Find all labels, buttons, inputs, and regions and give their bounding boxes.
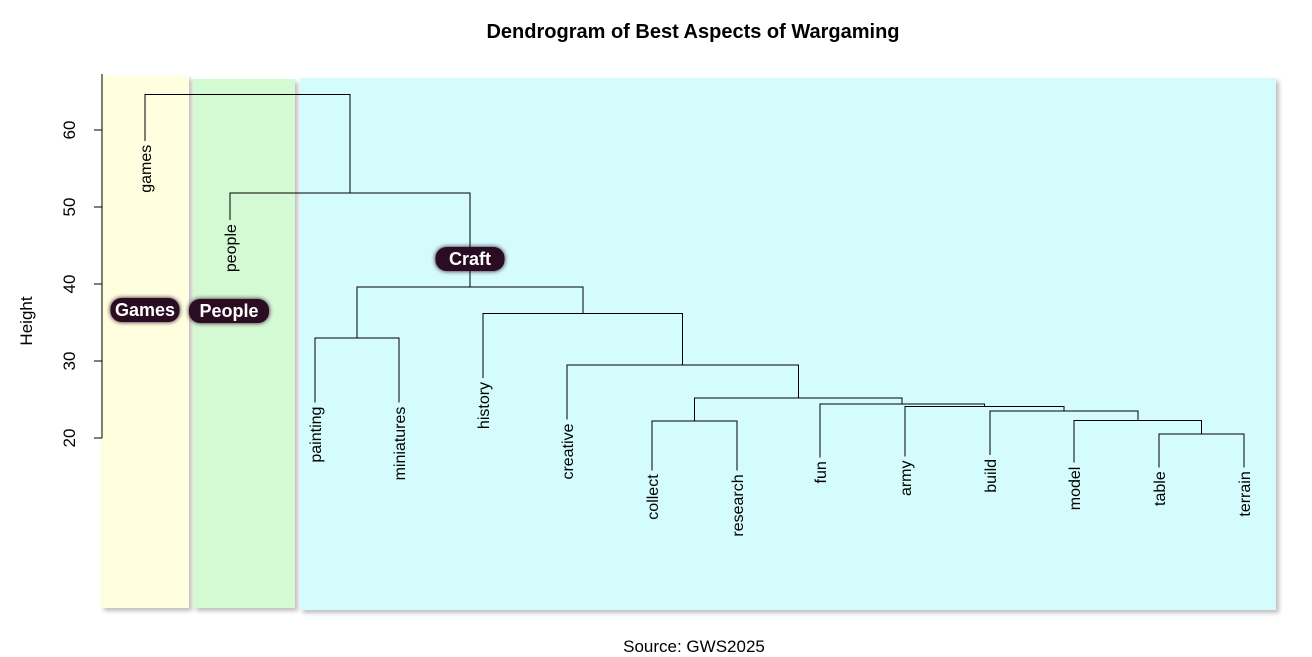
y-tick-label: 30 [60, 352, 79, 371]
cluster-bg-people [193, 79, 295, 608]
leaf-label-model: model [1067, 467, 1084, 511]
leaf-label-games: games [138, 145, 155, 193]
cluster-bg-games [101, 76, 189, 608]
cluster-bg-craft [300, 78, 1276, 610]
leaf-labels: games people painting miniatures history crea… [138, 145, 1254, 537]
y-tick-label: 20 [60, 429, 79, 448]
cluster-labels: Games People Craft [110, 247, 505, 323]
leaf-label-people: people [223, 224, 240, 272]
leaf-label-history: history [476, 382, 493, 429]
branch-n13 [144, 94, 351, 194]
y-tick-label: 40 [60, 275, 79, 294]
svg-text:Games: Games [115, 300, 175, 320]
cluster-label-games: Games [110, 298, 180, 322]
source-caption: Source: GWS2025 [623, 637, 765, 656]
y-axis-label: Height [17, 296, 36, 345]
chart-title: Dendrogram of Best Aspects of Wargaming [486, 21, 899, 43]
cluster-backgrounds [101, 76, 1276, 610]
dendrogram-branches [144, 94, 1245, 471]
leaf-label-creative: creative [560, 423, 577, 479]
leaf-label-build: build [983, 459, 1000, 493]
leaf-label-research: research [730, 474, 747, 536]
leaf-label-army: army [898, 460, 915, 496]
leaf-label-terrain: terrain [1237, 471, 1254, 516]
y-tick-label: 50 [60, 198, 79, 217]
cluster-label-craft: Craft [435, 247, 505, 271]
leaf-label-miniatures: miniatures [392, 407, 409, 481]
cluster-label-people: People [189, 299, 269, 323]
svg-text:People: People [199, 301, 258, 321]
y-axis: 20 30 40 50 60 [60, 74, 103, 448]
svg-text:Craft: Craft [449, 249, 491, 269]
leaf-label-fun: fun [813, 461, 830, 483]
leaf-label-painting: painting [308, 407, 325, 463]
leaf-label-collect: collect [645, 474, 662, 520]
leaf-label-table: table [1152, 471, 1169, 506]
y-tick-label: 60 [60, 121, 79, 140]
